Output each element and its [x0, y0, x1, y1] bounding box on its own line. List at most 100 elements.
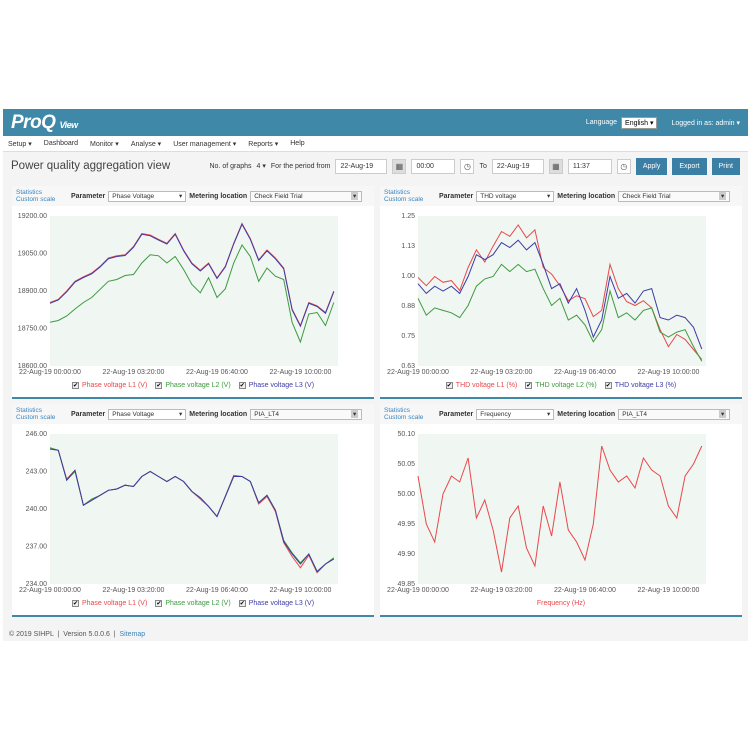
apply-button[interactable]: Apply — [635, 157, 668, 175]
sitemap-link[interactable]: Sitemap — [119, 631, 146, 638]
print-button[interactable]: Print — [711, 157, 740, 175]
y-tick-label: 19050.00 — [18, 251, 47, 258]
legend-item[interactable]: ✔ Phase voltage L1 (V) — [71, 600, 147, 607]
parameter-select[interactable]: Frequency ▾ — [476, 408, 555, 420]
custom-scale-link[interactable]: Custom scale — [16, 414, 56, 421]
menu-help[interactable]: Help — [290, 140, 304, 147]
dropdown-arrow-icon: ▾ — [178, 411, 183, 418]
custom-scale-link[interactable]: Custom scale — [384, 196, 424, 203]
parameter-select[interactable]: Phase Voltage ▾ — [108, 408, 187, 420]
y-tick-label: 237.00 — [26, 544, 48, 551]
menu-dashboard[interactable]: Dashboard — [44, 140, 78, 147]
y-tick-label: 0.75 — [401, 333, 415, 340]
location-select[interactable]: PIA_LT4 ▾ — [618, 408, 731, 420]
legend-item[interactable]: Frequency (Hz) — [537, 600, 585, 607]
x-tick-label: 22-Aug-19 00:00:00 — [19, 369, 81, 376]
legend-item[interactable]: ✔ THD voltage L3 (%) — [604, 382, 676, 389]
version: Version 5.0.0.6 — [63, 631, 110, 638]
custom-scale-link[interactable]: Custom scale — [16, 196, 56, 203]
clock-icon[interactable]: ◷ — [616, 158, 631, 174]
location-select[interactable]: PIA_LT4 ▾ — [250, 408, 363, 420]
to-date-input[interactable]: 22-Aug-19 — [491, 158, 544, 174]
y-tick-label: 18600.00 — [18, 363, 47, 370]
menu-setup[interactable]: Setup ▾ — [8, 140, 32, 148]
legend-label: THD voltage L2 (%) — [535, 382, 597, 389]
panel-header: Statistics Custom scale Parameter Frequen… — [380, 404, 742, 424]
statistics-link[interactable]: Statistics — [384, 189, 411, 196]
plot-area — [50, 434, 338, 584]
series-line-l3 — [49, 448, 335, 573]
to-time-input[interactable]: 11:37 — [567, 158, 612, 174]
x-tick-label: 22-Aug-19 06:40:00 — [554, 587, 616, 594]
y-tick-label: 49.90 — [397, 551, 415, 558]
legend-item[interactable]: ✔ Phase voltage L2 (V) — [155, 600, 231, 607]
plot-area — [418, 216, 706, 366]
y-tick-label: 0.63 — [401, 363, 415, 370]
dropdown-arrow-icon: ▾ — [546, 193, 551, 200]
main-menu: Setup ▾ Dashboard Monitor ▾ Analyse ▾ User m… — [3, 136, 748, 152]
legend-item[interactable]: ✔ Phase voltage L2 (V) — [155, 382, 231, 389]
legend-item[interactable]: ✔ Phase voltage L3 (V) — [238, 382, 314, 389]
checkbox-checked-icon[interactable]: ✔ — [71, 600, 79, 607]
x-tick-label: 22-Aug-19 10:00:00 — [637, 587, 699, 594]
series-line-l2 — [417, 263, 703, 362]
calendar-icon[interactable]: ▦ — [548, 158, 563, 174]
from-date-input[interactable]: 22-Aug-19 — [335, 158, 388, 174]
logo[interactable]: ProQ View — [11, 112, 78, 134]
checkbox-checked-icon[interactable]: ✔ — [525, 382, 533, 389]
x-tick-label: 22-Aug-19 10:00:00 — [637, 369, 699, 376]
graphs-count-select[interactable]: 4 ▾ — [256, 163, 266, 170]
menu-monitor[interactable]: Monitor ▾ — [90, 140, 119, 148]
parameter-select[interactable]: Phase Voltage ▾ — [108, 190, 187, 202]
menu-reports[interactable]: Reports ▾ — [248, 140, 279, 148]
checkbox-checked-icon[interactable]: ✔ — [238, 600, 246, 607]
statistics-link[interactable]: Statistics — [16, 407, 43, 414]
location-label: Metering location — [557, 192, 616, 200]
user-menu[interactable]: Logged in as: admin ▾ — [671, 119, 740, 127]
location-value: PIA_LT4 — [254, 410, 280, 418]
checkbox-checked-icon[interactable]: ✔ — [604, 382, 612, 389]
parameter-select[interactable]: THD voltage ▾ — [476, 190, 555, 202]
language-selector: Language English ▾ — [586, 116, 658, 129]
statistics-link[interactable]: Statistics — [16, 189, 43, 196]
language-select[interactable]: English ▾ — [621, 116, 658, 129]
checkbox-checked-icon[interactable]: ✔ — [155, 382, 163, 389]
graphs-label: No. of graphs — [209, 162, 252, 170]
series-line-l1 — [417, 445, 703, 573]
x-tick-label: 22-Aug-19 06:40:00 — [186, 369, 248, 376]
menu-analyse[interactable]: Analyse ▾ — [130, 140, 162, 148]
calendar-icon[interactable]: ▦ — [392, 158, 407, 174]
user-label: Logged in as: admin — [671, 119, 735, 127]
statistics-link[interactable]: Statistics — [384, 407, 411, 414]
legend-item[interactable]: ✔ Phase voltage L3 (V) — [238, 600, 314, 607]
x-tick-label: 22-Aug-19 00:00:00 — [387, 369, 449, 376]
location-value: Check Field Trial — [254, 192, 303, 200]
y-tick-label: 246.00 — [26, 431, 48, 438]
panel-header: Statistics Custom scale Parameter Phase V… — [12, 186, 374, 206]
from-time-input[interactable]: 00:00 — [411, 158, 456, 174]
menu-user-management[interactable]: User management ▾ — [173, 140, 237, 148]
chart-panel: Statistics Custom scale Parameter Phase V… — [12, 404, 374, 617]
legend-label: Phase voltage L2 (V) — [165, 600, 231, 607]
location-value: PIA_LT4 — [622, 410, 648, 418]
legend-item[interactable]: ✔ THD voltage L2 (%) — [525, 382, 597, 389]
custom-scale-link[interactable]: Custom scale — [384, 414, 424, 421]
location-label: Metering location — [189, 410, 248, 418]
x-tick-label: 22-Aug-19 03:20:00 — [471, 587, 533, 594]
clock-icon[interactable]: ◷ — [460, 158, 475, 174]
checkbox-checked-icon[interactable]: ✔ — [238, 382, 246, 389]
chart-legend: ✔ Phase voltage L1 (V) ✔ Phase voltage L2 (… — [12, 600, 374, 607]
parameter-label: Parameter — [439, 192, 474, 200]
legend-item[interactable]: ✔ Phase voltage L1 (V) — [71, 382, 147, 389]
location-select[interactable]: Check Field Trial ▾ — [618, 190, 731, 202]
legend-item[interactable]: ✔ THD voltage L1 (%) — [445, 382, 517, 389]
checkbox-checked-icon[interactable]: ✔ — [445, 382, 453, 389]
parameter-value: Phase Voltage — [112, 410, 155, 418]
x-tick-label: 22-Aug-19 00:00:00 — [19, 587, 81, 594]
export-button[interactable]: Export — [672, 157, 707, 175]
checkbox-checked-icon[interactable]: ✔ — [71, 382, 79, 389]
checkbox-checked-icon[interactable]: ✔ — [155, 600, 163, 607]
legend-label: Frequency (Hz) — [536, 600, 586, 607]
to-date-value: 22-Aug-19 — [496, 162, 530, 170]
location-select[interactable]: Check Field Trial ▾ — [250, 190, 363, 202]
